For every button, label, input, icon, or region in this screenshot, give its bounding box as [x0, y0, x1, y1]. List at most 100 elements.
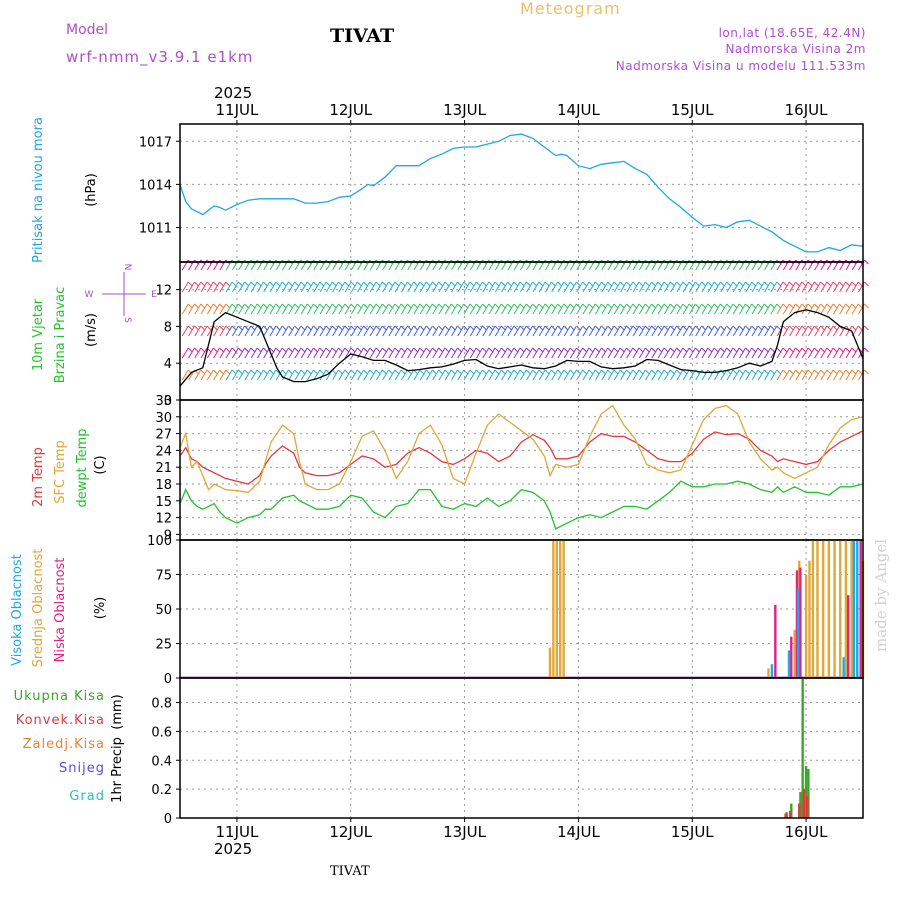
wind-barb: [676, 347, 681, 353]
wind-barb: [375, 369, 383, 381]
wind-barb: [363, 325, 368, 331]
wind-barb: [400, 369, 408, 381]
wind-barb: [570, 347, 577, 359]
wind-barb: [782, 303, 788, 309]
wind-barb: [213, 303, 221, 315]
wind-barb: [501, 281, 509, 293]
precip-bar: [798, 803, 801, 818]
wind-barb: [438, 281, 446, 293]
wind-barb: [501, 369, 509, 381]
wind-barb: [851, 369, 859, 381]
wind-barb: [507, 347, 515, 359]
wind-barb: [200, 347, 206, 353]
wind-barb: [757, 325, 765, 337]
wind-barb: [657, 347, 665, 359]
wind-barb: [419, 325, 427, 337]
wind-barb: [726, 325, 734, 337]
wind-barb: [482, 369, 490, 381]
wind-barb: [532, 325, 540, 337]
wind-barb: [644, 369, 650, 375]
y-tick-label: 24: [155, 444, 172, 459]
wind-barb: [407, 347, 415, 359]
wind-barb: [350, 325, 356, 331]
wind-barb: [826, 347, 834, 359]
wind-barb: [801, 369, 809, 381]
cloud-unit: (%): [93, 597, 108, 620]
wind-barb: [745, 303, 753, 315]
wind-barb: [488, 325, 496, 337]
wind-barb: [407, 303, 415, 315]
wind-barb: [820, 325, 828, 337]
wind-barb: [613, 281, 621, 293]
wind-barb: [807, 281, 813, 287]
wind-barb: [444, 303, 452, 315]
wind-barb: [551, 369, 556, 375]
wind-barb: [663, 347, 669, 353]
wind-barb: [613, 347, 621, 359]
wind-barb: [551, 347, 556, 353]
wind-barb: [582, 303, 588, 309]
wind-barb: [212, 303, 218, 309]
wind-barb: [444, 347, 450, 353]
wind-barb: [601, 281, 606, 287]
wind-barb: [313, 369, 318, 375]
wind-barb: [457, 281, 462, 287]
cloud-bar: [859, 540, 862, 678]
wind-barb: [638, 369, 644, 375]
wind-barb: [657, 369, 663, 375]
wind-barb: [476, 369, 483, 381]
x-tick-label-bottom: 15JUL: [671, 823, 714, 841]
wind-barb: [225, 325, 231, 331]
wind-barb: [738, 369, 744, 375]
wind-barb: [651, 303, 659, 315]
wind-barb: [494, 369, 502, 381]
wind-barb: [319, 325, 327, 337]
cloud-bar: [844, 540, 848, 678]
precip-bar: [806, 796, 809, 818]
wind-barb: [582, 303, 590, 315]
wind-barb: [244, 369, 249, 375]
wind-barb: [532, 325, 537, 331]
wind-barb: [194, 325, 202, 337]
wind-barb: [344, 281, 352, 293]
wind-barb: [469, 369, 475, 375]
wind-barb: [713, 281, 719, 287]
wind-barb: [807, 303, 815, 315]
wind-barb: [476, 303, 483, 315]
wind-barb: [294, 347, 302, 359]
wind-barb: [294, 303, 302, 315]
wind-barb: [363, 281, 371, 293]
wind-barb: [469, 281, 477, 293]
wind-barb: [557, 281, 563, 287]
wind-barb: [432, 347, 437, 353]
wind-barb: [663, 369, 671, 381]
wind-barb: [187, 303, 193, 309]
cloud-bar: [827, 540, 831, 678]
wind-barb: [801, 325, 807, 331]
wind-barb: [595, 325, 602, 337]
wind-barb: [419, 303, 425, 309]
wind-barb: [651, 281, 659, 293]
wind-barb: [488, 347, 494, 353]
wind-barb: [563, 369, 569, 375]
wind-barb: [532, 347, 540, 359]
wind-barb: [425, 281, 431, 287]
wind-barb: [776, 369, 782, 375]
wind-barb: [688, 303, 694, 309]
wind-barb: [494, 303, 500, 309]
wind-barb: [826, 325, 832, 331]
wind-barb: [419, 347, 425, 353]
wind-barb: [557, 325, 565, 337]
wind-barb: [801, 281, 809, 293]
wind-barb: [588, 369, 596, 381]
wind-barb: [332, 347, 339, 359]
wind-barb: [344, 325, 350, 331]
wind-barb: [732, 281, 738, 287]
wind-barb: [432, 325, 440, 337]
wind-barb: [638, 347, 644, 353]
wind-barb: [444, 281, 450, 287]
cloud-bar: [559, 540, 562, 678]
wind-barb: [394, 369, 400, 375]
wind-barb: [263, 281, 271, 293]
y-tick-label: 30: [155, 411, 172, 426]
